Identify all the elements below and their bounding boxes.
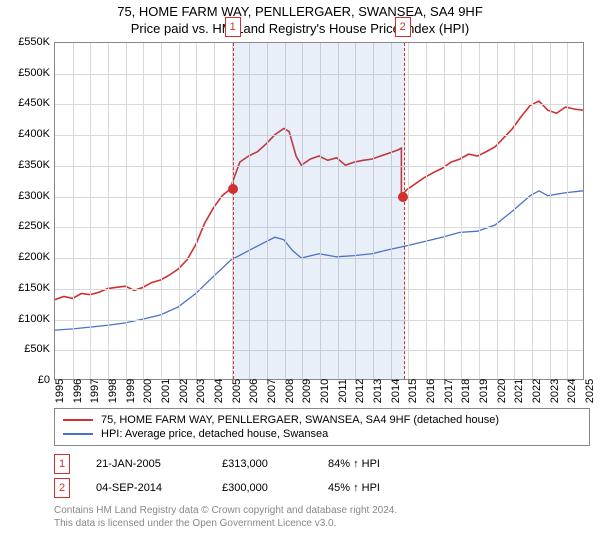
x-axis-label: 2008 xyxy=(284,379,296,403)
x-axis-label: 2020 xyxy=(496,379,508,403)
marker-label-1: 1 xyxy=(225,17,241,37)
y-axis-label: £100K xyxy=(10,313,50,325)
chart-title-sub: Price paid vs. HM Land Registry's House … xyxy=(0,21,600,36)
grid-v xyxy=(514,43,515,379)
x-axis-label: 2018 xyxy=(460,379,472,403)
legend-swatch xyxy=(63,419,93,421)
x-axis-label: 2022 xyxy=(531,379,543,403)
grid-v xyxy=(179,43,180,379)
x-axis-label: 2013 xyxy=(372,379,384,403)
grid-v xyxy=(161,43,162,379)
x-axis-label: 1995 xyxy=(54,379,66,403)
x-axis-label: 2016 xyxy=(425,379,437,403)
marker-label-2: 2 xyxy=(395,17,411,37)
event-marker-box: 2 xyxy=(54,478,70,498)
event-row: 2 04-SEP-2014 £300,000 45% ↑ HPI xyxy=(54,476,590,500)
x-axis-label: 1997 xyxy=(89,379,101,403)
x-axis-label: 1999 xyxy=(125,379,137,403)
plot-box: 12 xyxy=(54,42,584,380)
grid-v xyxy=(196,43,197,379)
grid-v xyxy=(461,43,462,379)
legend-item: 75, HOME FARM WAY, PENLLERGAER, SWANSEA,… xyxy=(63,413,581,427)
y-axis-label: £400K xyxy=(10,128,50,140)
footer-line-2: This data is licensed under the Open Gov… xyxy=(54,517,590,530)
x-axis-label: 2012 xyxy=(354,379,366,403)
x-axis-label: 2004 xyxy=(213,379,225,403)
marker-dot-2 xyxy=(398,192,408,202)
legend-swatch xyxy=(63,433,93,435)
x-axis-label: 2015 xyxy=(407,379,419,403)
event-row: 1 21-JAN-2005 £313,000 84% ↑ HPI xyxy=(54,452,590,476)
chart-title-main: 75, HOME FARM WAY, PENLLERGAER, SWANSEA,… xyxy=(0,4,600,19)
grid-v xyxy=(532,43,533,379)
event-date: 04-SEP-2014 xyxy=(96,482,196,494)
grid-v xyxy=(550,43,551,379)
grid-v xyxy=(408,43,409,379)
x-axis-label: 2005 xyxy=(231,379,243,403)
x-axis-label: 2021 xyxy=(513,379,525,403)
x-axis-label: 2025 xyxy=(584,379,596,403)
x-axis-label: 2006 xyxy=(248,379,260,403)
y-axis-label: £200K xyxy=(10,251,50,263)
grid-v xyxy=(479,43,480,379)
event-pct-vs-hpi: 84% ↑ HPI xyxy=(328,458,380,470)
grid-v xyxy=(143,43,144,379)
x-axis-label: 2009 xyxy=(301,379,313,403)
grid-v xyxy=(214,43,215,379)
y-axis-label: £250K xyxy=(10,220,50,232)
x-axis-label: 2001 xyxy=(160,379,172,403)
chart-title-block: 75, HOME FARM WAY, PENLLERGAER, SWANSEA,… xyxy=(0,0,600,38)
y-axis-label: £0 xyxy=(10,374,50,386)
x-axis-label: 2002 xyxy=(178,379,190,403)
x-axis-label: 2010 xyxy=(319,379,331,403)
events-table: 1 21-JAN-2005 £313,000 84% ↑ HPI 2 04-SEP-201… xyxy=(54,452,590,500)
y-axis-label: £450K xyxy=(10,97,50,109)
x-axis-label: 2014 xyxy=(390,379,402,403)
grid-v xyxy=(497,43,498,379)
y-axis-label: £350K xyxy=(10,159,50,171)
event-marker-box: 1 xyxy=(54,454,70,474)
y-axis-label: £150K xyxy=(10,282,50,294)
grid-v xyxy=(73,43,74,379)
legend-label: 75, HOME FARM WAY, PENLLERGAER, SWANSEA,… xyxy=(101,414,499,426)
legend-item: HPI: Average price, detached house, Swan… xyxy=(63,427,581,441)
y-axis-label: £50K xyxy=(10,343,50,355)
footer-line-1: Contains HM Land Registry data © Crown c… xyxy=(54,504,590,517)
shaded-range xyxy=(233,43,405,379)
event-pct-vs-hpi: 45% ↑ HPI xyxy=(328,482,380,494)
grid-v xyxy=(126,43,127,379)
x-axis-label: 2023 xyxy=(549,379,561,403)
x-axis-label: 2003 xyxy=(195,379,207,403)
x-axis-label: 1996 xyxy=(72,379,84,403)
x-axis-label: 2000 xyxy=(142,379,154,403)
y-axis-label: £550K xyxy=(10,36,50,48)
grid-v xyxy=(426,43,427,379)
chart-area: 12 £0 £50K £100K £150K £200K £250K £300K £350K £… xyxy=(10,42,590,402)
x-axis-label: 2007 xyxy=(266,379,278,403)
grid-v xyxy=(108,43,109,379)
x-axis-label: 2019 xyxy=(478,379,490,403)
grid-v xyxy=(90,43,91,379)
x-axis-label: 2024 xyxy=(566,379,578,403)
footer-attribution: Contains HM Land Registry data © Crown c… xyxy=(54,504,590,530)
grid-v xyxy=(444,43,445,379)
x-axis-label: 2011 xyxy=(337,379,349,403)
grid-v xyxy=(567,43,568,379)
y-axis-label: £500K xyxy=(10,67,50,79)
x-axis-label: 1998 xyxy=(107,379,119,403)
event-price: £300,000 xyxy=(222,482,302,494)
event-date: 21-JAN-2005 xyxy=(96,458,196,470)
y-axis-label: £300K xyxy=(10,190,50,202)
event-price: £313,000 xyxy=(222,458,302,470)
legend-label: HPI: Average price, detached house, Swan… xyxy=(101,428,328,440)
x-axis-label: 2017 xyxy=(443,379,455,403)
marker-dot-1 xyxy=(228,184,238,194)
legend-box: 75, HOME FARM WAY, PENLLERGAER, SWANSEA,… xyxy=(54,408,590,446)
